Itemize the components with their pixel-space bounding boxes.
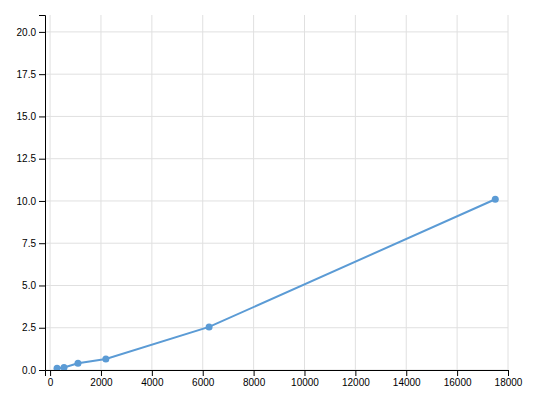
- x-axis-tick: 10000: [291, 370, 319, 388]
- y-axis-tick-mark: [39, 116, 45, 117]
- grid-line-x: [253, 15, 254, 370]
- y-axis-tick-label: 12.5: [17, 153, 37, 164]
- grid-line-y: [45, 158, 508, 159]
- grid-line-x: [457, 15, 458, 370]
- x-axis: 0 2000 4000 6000 8000 10000 12000 14000 16000 180…: [46, 370, 523, 388]
- y-axis-tick: 20.0: [17, 27, 45, 38]
- y-axis-tick: 7.5: [22, 238, 45, 249]
- x-axis-tick: 18000: [495, 370, 523, 388]
- x-axis-tick-label: 2000: [90, 377, 113, 388]
- y-axis-tick: 12.5: [17, 153, 45, 164]
- x-axis-tick: 16000: [444, 370, 472, 388]
- grid-line-y: [45, 74, 508, 75]
- x-axis-domain: [46, 371, 509, 377]
- x-axis-tick: 0: [48, 370, 54, 388]
- x-axis-tick-label: 14000: [393, 377, 421, 388]
- x-axis-tick-mark: [203, 370, 204, 376]
- y-axis-tick-mark: [39, 32, 45, 33]
- y-axis-tick-label: 15.0: [17, 111, 37, 122]
- y-axis-tick-mark: [39, 243, 45, 244]
- grid-line-y: [45, 31, 508, 32]
- x-axis-tick-label: 0: [48, 377, 54, 388]
- grid-line-y: [45, 200, 508, 201]
- y-axis-tick-label: 7.5: [22, 238, 36, 249]
- x-axis-tick-mark: [101, 370, 102, 376]
- x-axis-tick-label: 10000: [291, 377, 319, 388]
- x-axis-tick-mark: [304, 370, 305, 376]
- x-axis-tick-label: 8000: [243, 377, 266, 388]
- point: [102, 356, 109, 363]
- point: [54, 365, 61, 370]
- grid-line-x: [355, 15, 356, 370]
- plot-root: 0 2000 4000 6000 8000 10000 12000 14000 16000 180…: [17, 15, 523, 388]
- x-axis-tick-mark: [254, 370, 255, 376]
- line: [57, 199, 495, 368]
- y-axis-tick-label: 17.5: [17, 69, 37, 80]
- x-axis-tick-label: 6000: [192, 377, 215, 388]
- grid-line-x: [406, 15, 407, 370]
- point: [61, 364, 68, 370]
- x-axis-tick: 14000: [393, 370, 421, 388]
- grid-line-x: [151, 15, 152, 370]
- plot-area: [54, 196, 499, 370]
- y-axis-tick-label: 5.0: [22, 280, 36, 291]
- grid-line-x: [202, 15, 203, 370]
- chart-svg: 0 2000 4000 6000 8000 10000 12000 14000 16000 180…: [0, 0, 533, 400]
- y-axis-tick-label: 10.0: [17, 196, 37, 207]
- x-axis-tick-label: 18000: [495, 377, 523, 388]
- grid-line-x: [304, 15, 305, 370]
- y-axis-tick: 5.0: [22, 280, 45, 291]
- grid-line-y: [45, 116, 508, 117]
- grid-line-y: [45, 327, 508, 328]
- y-axis-tick-mark: [39, 328, 45, 329]
- x-axis-tick-mark: [152, 370, 153, 376]
- x-axis-tick: 4000: [141, 370, 164, 388]
- grid-line-x: [50, 15, 51, 370]
- x-axis-tick-label: 4000: [141, 377, 164, 388]
- y-axis-tick: 17.5: [17, 69, 45, 80]
- point: [492, 196, 499, 203]
- y-axis: 0.0 2.5 5.0 7.5 10.0 12.5 15.0 17.5 20.0: [17, 16, 46, 376]
- y-axis-tick: 10.0: [17, 196, 45, 207]
- y-axis-tick-label: 0.0: [22, 365, 36, 376]
- grid: [45, 15, 508, 370]
- grid-line-y: [45, 285, 508, 286]
- y-axis-tick-mark: [39, 370, 45, 371]
- x-axis-tick: 2000: [90, 370, 113, 388]
- grid-line-x: [100, 15, 101, 370]
- y-axis-tick-mark: [39, 285, 45, 286]
- chart-container: 0 2000 4000 6000 8000 10000 12000 14000 16000 180…: [0, 0, 533, 400]
- x-axis-tick-mark: [355, 370, 356, 376]
- x-axis-tick-mark: [50, 370, 51, 376]
- y-axis-tick-mark: [39, 159, 45, 160]
- x-axis-tick: 12000: [342, 370, 370, 388]
- y-axis-tick-label: 20.0: [17, 27, 37, 38]
- grid-line-x: [508, 15, 509, 370]
- y-axis-tick: 15.0: [17, 111, 45, 122]
- x-axis-tick-mark: [508, 370, 509, 376]
- y-axis-tick: 2.5: [22, 322, 45, 333]
- y-axis-domain: [39, 16, 46, 371]
- x-axis-tick: 6000: [192, 370, 215, 388]
- grid-line-y: [45, 243, 508, 244]
- x-axis-tick-label: 12000: [342, 377, 370, 388]
- point: [74, 360, 81, 367]
- x-axis-tick-label: 16000: [444, 377, 472, 388]
- x-axis-tick-mark: [406, 370, 407, 376]
- point: [206, 323, 213, 330]
- x-axis-tick: 8000: [243, 370, 266, 388]
- y-axis-tick-mark: [39, 201, 45, 202]
- y-axis-tick-label: 2.5: [22, 322, 36, 333]
- y-axis-tick-mark: [39, 74, 45, 75]
- x-axis-tick-mark: [457, 370, 458, 376]
- y-axis-tick: 0.0: [22, 365, 45, 376]
